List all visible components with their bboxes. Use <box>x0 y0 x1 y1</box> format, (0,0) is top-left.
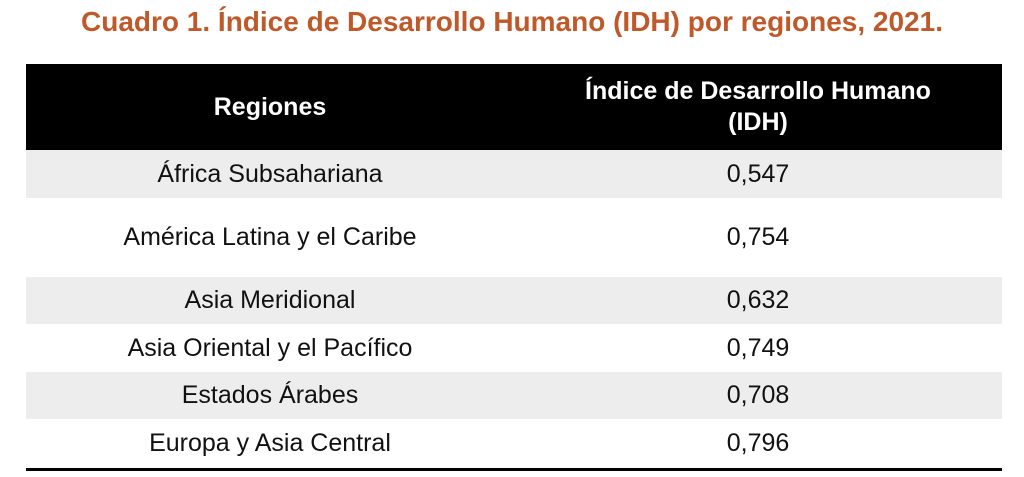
column-header-regiones: Regiones <box>26 64 514 150</box>
region-cell: Estados Árabes <box>26 372 514 419</box>
region-cell: Asia Meridional <box>26 277 514 324</box>
column-header-idh: Índice de Desarrollo Humano (IDH) <box>514 64 1002 150</box>
table-row: Asia Oriental y el Pacífico 0,749 <box>26 324 1002 372</box>
table-row: África Subsahariana 0,547 <box>26 150 1002 198</box>
table-header-row: Regiones Índice de Desarrollo Humano (ID… <box>26 64 1002 150</box>
table-row: Europa y Asia Central 0,796 <box>26 419 1002 471</box>
idh-value-cell: 0,547 <box>514 150 1002 198</box>
idh-value-cell: 0,749 <box>726 333 790 362</box>
table-row: América Latina y el Caribe 0,754 <box>26 198 1002 277</box>
idh-value-cell: 0,708 <box>514 372 1002 419</box>
idh-value-cell: 0,796 <box>514 419 1002 471</box>
region-cell: Asia Oriental y el Pacífico <box>127 333 413 362</box>
table-row: Asia Meridional 0,632 <box>26 277 1002 324</box>
region-cell: Europa y Asia Central <box>26 419 514 471</box>
table-row: Estados Árabes 0,708 <box>26 372 1002 419</box>
idh-value-cell: 0,754 <box>726 223 790 251</box>
idh-table: Regiones Índice de Desarrollo Humano (ID… <box>26 64 1002 471</box>
idh-value-cell: 0,632 <box>514 277 1002 324</box>
region-cell: África Subsahariana <box>26 150 514 198</box>
table-caption: Cuadro 1. Índice de Desarrollo Humano (I… <box>81 6 943 37</box>
region-cell: América Latina y el Caribe <box>123 223 417 251</box>
